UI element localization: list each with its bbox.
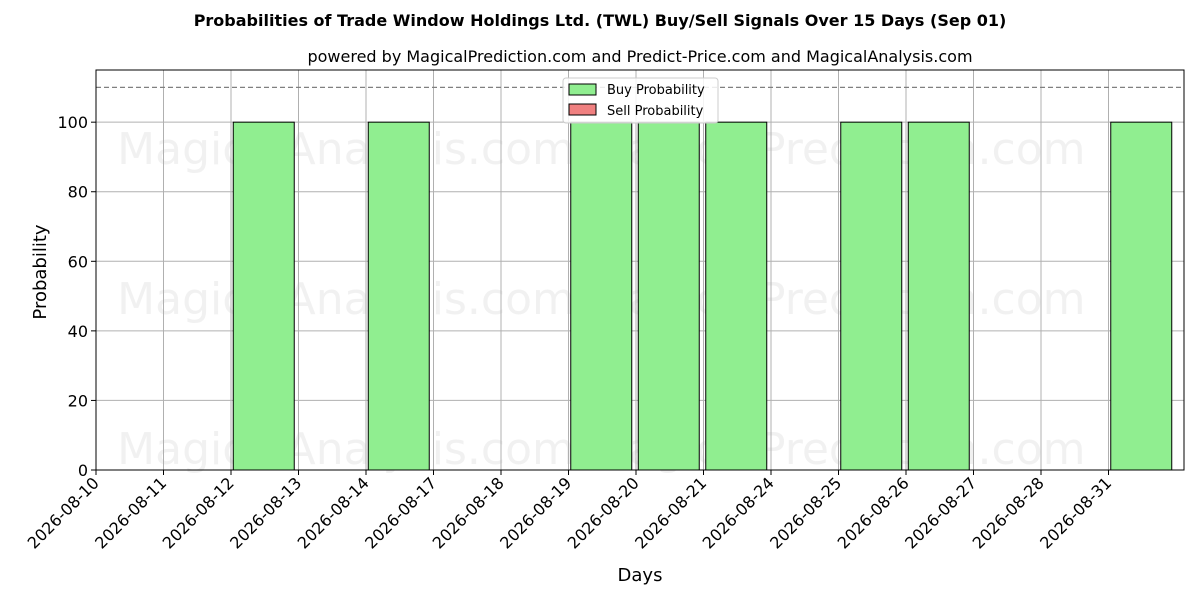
legend-sell-swatch (568, 103, 597, 116)
x-tick-label: 2026-08-12 (159, 473, 238, 552)
watermark-text: MagicalAnalysis.com (117, 274, 575, 325)
legend: Buy Probability Sell Probability (562, 77, 719, 124)
buy-bar-2026-08-20 (637, 121, 700, 471)
y-axis: 0 20 40 60 80 100 (57, 113, 96, 480)
y-tick-label: 40 (68, 322, 88, 341)
legend-sell-label: Sell Probability (607, 104, 704, 119)
watermark-text: MagicalAnalysis.com (117, 124, 575, 175)
watermark-text: MagicalAnalysis.com (117, 424, 575, 475)
x-axis-label: Days (618, 565, 663, 586)
x-tick-label: 2026-08-11 (91, 473, 170, 552)
buy-bar-2026-08-31 (1110, 121, 1173, 471)
x-tick-label: 2026-08-24 (699, 473, 778, 552)
buy-bar-2026-08-25 (840, 121, 903, 471)
legend-buy-label: Buy Probability (607, 83, 705, 98)
x-tick-label: 2026-08-27 (901, 473, 980, 552)
x-tick-label: 2026-08-19 (496, 473, 575, 552)
y-axis-label: Probability (30, 224, 51, 319)
y-tick-label: 0 (78, 461, 88, 480)
x-axis: 2026-08-102026-08-112026-08-122026-08-13… (24, 470, 1115, 553)
buy-bar-2026-08-26 (907, 121, 970, 471)
x-tick-label: 2026-08-26 (834, 473, 913, 552)
x-tick-label: 2026-08-17 (361, 473, 440, 552)
chart-title: Probabilities of Trade Window Holdings L… (194, 11, 1007, 30)
buy-bar-2026-08-21 (705, 121, 768, 471)
buy-bar-2026-08-12 (232, 121, 295, 471)
x-tick-label: 2026-08-14 (294, 473, 373, 552)
x-tick-label: 2026-08-21 (631, 473, 710, 552)
x-tick-label: 2026-08-18 (429, 473, 508, 552)
x-tick-label: 2026-08-28 (969, 473, 1048, 552)
x-tick-label: 2026-08-20 (564, 473, 643, 552)
buy-bar-2026-08-14 (367, 121, 430, 471)
legend-buy-swatch (568, 83, 597, 96)
x-tick-label: 2026-08-25 (766, 473, 845, 552)
legend-box (562, 77, 719, 124)
x-tick-label: 2026-08-31 (1036, 473, 1115, 552)
y-tick-label: 100 (57, 113, 88, 132)
chart-subtitle: powered by MagicalPrediction.com and Pre… (307, 47, 972, 66)
y-tick-label: 80 (68, 183, 88, 202)
buy-bar-2026-08-19 (570, 121, 633, 471)
x-tick-label: 2026-08-13 (226, 473, 305, 552)
x-tick-label: 2026-08-10 (24, 473, 103, 552)
plot-frame (95, 69, 1185, 471)
y-tick-label: 20 (68, 391, 88, 410)
y-tick-label: 60 (68, 252, 88, 271)
